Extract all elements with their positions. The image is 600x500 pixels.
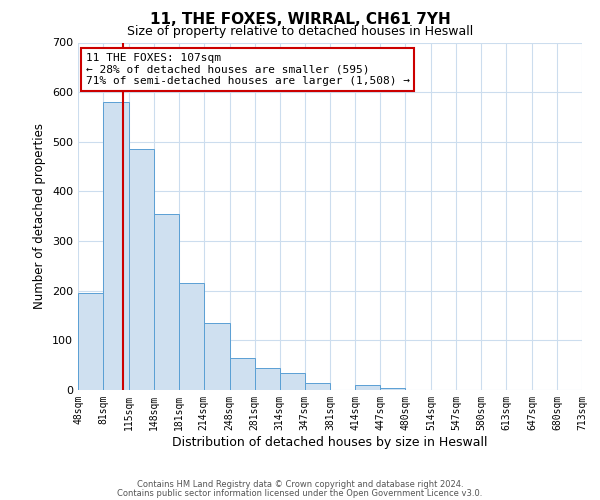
Text: Size of property relative to detached houses in Heswall: Size of property relative to detached ho…	[127, 25, 473, 38]
X-axis label: Distribution of detached houses by size in Heswall: Distribution of detached houses by size …	[172, 436, 488, 448]
Bar	[305, 382, 331, 390]
Bar	[230, 358, 254, 390]
Bar	[78, 293, 103, 390]
Bar	[103, 102, 129, 390]
Bar	[355, 385, 380, 390]
Bar	[254, 368, 280, 390]
Text: 11 THE FOXES: 107sqm
← 28% of detached houses are smaller (595)
71% of semi-deta: 11 THE FOXES: 107sqm ← 28% of detached h…	[86, 53, 410, 86]
Bar	[280, 372, 305, 390]
Y-axis label: Number of detached properties: Number of detached properties	[34, 123, 46, 309]
Text: Contains public sector information licensed under the Open Government Licence v3: Contains public sector information licen…	[118, 488, 482, 498]
Bar	[179, 284, 204, 390]
Text: 11, THE FOXES, WIRRAL, CH61 7YH: 11, THE FOXES, WIRRAL, CH61 7YH	[149, 12, 451, 28]
Bar	[154, 214, 179, 390]
Text: Contains HM Land Registry data © Crown copyright and database right 2024.: Contains HM Land Registry data © Crown c…	[137, 480, 463, 489]
Bar	[204, 323, 230, 390]
Bar	[129, 149, 154, 390]
Bar	[380, 388, 406, 390]
